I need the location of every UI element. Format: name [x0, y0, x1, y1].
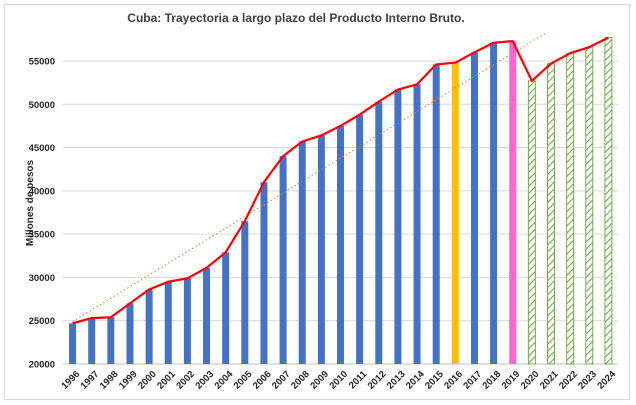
bar-2010 [337, 125, 344, 364]
bar-2009 [317, 135, 325, 364]
bars [69, 37, 613, 365]
y-tick-label: 45000 [29, 143, 55, 154]
bar-2000 [145, 289, 153, 364]
bar-2013 [394, 89, 402, 364]
x-tick-label: 2007 [270, 369, 293, 392]
bar-2002 [183, 278, 191, 364]
x-tick-label: 2005 [232, 368, 255, 391]
x-tick-label: 2022 [557, 369, 580, 392]
x-tick-label: 2011 [347, 368, 370, 391]
x-tick-label: 2014 [404, 368, 427, 391]
bar-2005 [241, 221, 249, 364]
line-series [72, 36, 609, 325]
x-tick-labels: 1996199719981999200020012002200320042005… [59, 368, 618, 391]
x-tick-label: 2023 [576, 369, 599, 392]
bar-2022 [566, 52, 575, 365]
bar-2014 [413, 84, 421, 364]
x-tick-label: 2002 [174, 369, 197, 392]
x-tick-label: 2008 [289, 369, 312, 392]
gdp-line [72, 36, 609, 325]
bar-1996 [69, 323, 77, 364]
x-tick-label: 1996 [59, 369, 82, 392]
bar-2007 [279, 156, 287, 364]
x-tick-label: 2012 [366, 369, 389, 392]
x-tick-label: 2009 [308, 369, 331, 392]
x-tick-label: 2003 [193, 369, 216, 392]
x-tick-label: 1997 [79, 369, 102, 392]
y-tick-label: 50000 [29, 100, 55, 111]
bar-1998 [107, 317, 115, 364]
x-tick-label: 2021 [538, 368, 561, 391]
bar-2018 [490, 42, 498, 364]
x-tick-label: 2016 [442, 369, 465, 392]
x-tick-label: 2013 [385, 369, 408, 392]
x-tick-label: 2024 [595, 368, 618, 391]
bar-2011 [356, 114, 364, 364]
bar-2017 [470, 52, 478, 364]
bar-1997 [88, 318, 96, 364]
y-tick-label: 20000 [29, 360, 55, 371]
chart-frame [4, 4, 630, 400]
bar-2012 [375, 101, 383, 365]
x-tick-label: 2000 [136, 369, 159, 392]
x-tick-label: 2017 [461, 369, 484, 392]
x-tick-label: 1999 [117, 369, 140, 392]
bar-2024 [604, 37, 613, 365]
x-tick-label: 2018 [481, 369, 504, 392]
x-tick-label: 2015 [423, 368, 446, 391]
bar-2015 [432, 64, 440, 365]
y-tick-label: 30000 [29, 273, 55, 284]
x-tick-label: 2019 [500, 369, 523, 392]
x-tick-label: 1998 [98, 369, 121, 392]
bar-2023 [585, 46, 594, 365]
x-tick-label: 2010 [327, 369, 350, 392]
y-tick-label: 25000 [29, 316, 55, 327]
y-axis-label: Millones de pesos [25, 159, 36, 246]
x-tick-label: 2006 [251, 369, 274, 392]
y-tick-labels: 20000 25000 30000 35000 40000 45000 50000 55000 [29, 56, 55, 370]
bar-2001 [164, 281, 172, 364]
x-tick-label: 2004 [213, 368, 236, 391]
y-tick-label: 35000 [29, 230, 55, 241]
bar-2016 [451, 62, 459, 364]
y-tick-label: 40000 [29, 186, 55, 197]
bar-2004 [222, 252, 230, 364]
chart-title: Cuba: Trayectoria a largo plazo del Prod… [127, 11, 464, 25]
trendline-path [72, 32, 546, 323]
trendline [72, 32, 546, 323]
bar-2021 [547, 63, 556, 365]
x-tick-label: 2001 [155, 368, 178, 391]
bar-2003 [203, 267, 211, 364]
x-tick-label: 2020 [519, 369, 542, 392]
bar-2020 [527, 80, 536, 365]
bar-1999 [126, 303, 134, 364]
y-tick-label: 55000 [29, 56, 55, 67]
bar-2019 [509, 41, 517, 365]
bar-2008 [298, 141, 306, 364]
bar-2006 [260, 182, 268, 364]
